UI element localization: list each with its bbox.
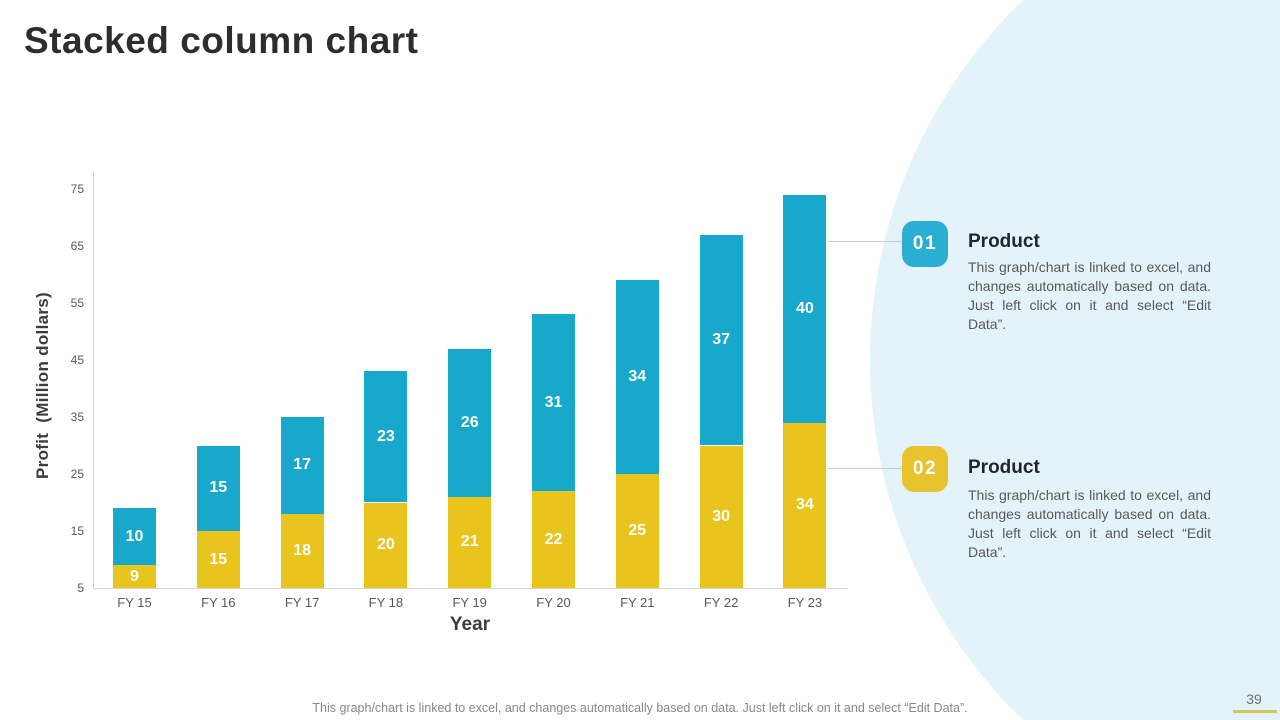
y-axis-tick-label: 35 bbox=[70, 410, 84, 424]
x-axis-tick-label: FY 18 bbox=[368, 595, 404, 610]
bar-value-label: 18 bbox=[293, 541, 311, 559]
bar-segment-fy-19-top[interactable] bbox=[448, 348, 492, 497]
y-axis-line bbox=[93, 172, 94, 588]
x-axis-tick-label: FY 20 bbox=[536, 595, 571, 610]
page-number-underline bbox=[1233, 710, 1277, 713]
x-axis-tick-label: FY 19 bbox=[452, 595, 487, 610]
x-axis-title: Year bbox=[449, 614, 491, 635]
bar-value-label: 30 bbox=[712, 507, 730, 525]
y-axis-tick-label: 75 bbox=[70, 182, 84, 196]
bar-segment-fy-22-bottom[interactable] bbox=[699, 445, 743, 588]
callout-02-leader-line bbox=[828, 468, 903, 469]
bar-value-label: 20 bbox=[376, 536, 395, 554]
bar-value-label: 34 bbox=[628, 368, 647, 386]
x-axis-tick-label: FY 15 bbox=[117, 595, 152, 610]
background-circle bbox=[870, 0, 1280, 720]
callout-01-leader-line bbox=[828, 241, 903, 242]
y-axis-tick-label: 25 bbox=[70, 467, 84, 481]
bar-segment-fy-21-top[interactable] bbox=[615, 280, 659, 474]
bar-segment-fy-15-top[interactable] bbox=[113, 508, 156, 566]
bar-segment-fy-23-top[interactable] bbox=[783, 194, 827, 423]
bar-value-label: 9 bbox=[130, 567, 139, 585]
callout-01-heading: Product bbox=[968, 231, 1040, 252]
callout-01-badge: 01 bbox=[902, 221, 948, 267]
y-axis-tick-label: 45 bbox=[70, 353, 84, 367]
bar-value-label: 21 bbox=[460, 533, 479, 551]
bar-value-label: 10 bbox=[125, 527, 144, 545]
page-number: 39 bbox=[1246, 691, 1262, 707]
y-axis-tick-label: 15 bbox=[70, 524, 84, 538]
y-axis-tick-label: 65 bbox=[70, 239, 84, 253]
callout-02-description: This graph/chart is linked to excel, and… bbox=[968, 487, 1211, 560]
x-axis-line bbox=[93, 588, 848, 589]
bar-value-label: 15 bbox=[209, 479, 228, 497]
x-axis-tick-label: FY 17 bbox=[284, 595, 320, 610]
bar-segment-fy-19-bottom[interactable] bbox=[448, 496, 492, 588]
bar-segment-fy-18-top[interactable] bbox=[364, 371, 408, 503]
x-axis-tick-label: FY 16 bbox=[201, 595, 236, 610]
bar-value-label: 31 bbox=[544, 393, 563, 411]
bar-value-label: 23 bbox=[376, 427, 395, 445]
bar-value-label: 25 bbox=[628, 522, 647, 539]
slide-title: Stacked column chart bbox=[24, 20, 419, 61]
x-axis-tick-label: FY 23 bbox=[787, 595, 823, 610]
bar-value-label: 34 bbox=[795, 496, 814, 514]
bar-segment-fy-16-top[interactable] bbox=[196, 445, 240, 531]
bar-segment-fy-21-bottom[interactable] bbox=[615, 474, 659, 588]
x-axis-tick-label: FY 21 bbox=[620, 595, 655, 610]
bar-segment-fy-15-bottom[interactable] bbox=[113, 565, 156, 588]
bar-segment-fy-16-bottom[interactable] bbox=[196, 531, 240, 588]
bar-value-label: 37 bbox=[712, 331, 730, 349]
bar-segment-fy-20-top[interactable] bbox=[532, 314, 575, 492]
footer-note: This graph/chart is linked to excel, and… bbox=[312, 701, 968, 715]
bar-value-label: 22 bbox=[544, 530, 563, 548]
bar-value-label: 40 bbox=[795, 299, 814, 317]
bar-segment-fy-23-bottom[interactable] bbox=[783, 422, 827, 588]
callout-01-description: This graph/chart is linked to excel, and… bbox=[968, 259, 1211, 332]
bar-value-label: 26 bbox=[460, 413, 479, 431]
x-axis-tick-label: FY 22 bbox=[703, 595, 739, 610]
y-axis-tick-label: 5 bbox=[77, 581, 84, 595]
bar-segment-fy-17-top[interactable] bbox=[280, 417, 324, 514]
callout-02-heading: Product bbox=[968, 457, 1040, 478]
bar-segment-fy-20-bottom[interactable] bbox=[532, 491, 575, 588]
bar-segment-fy-22-top[interactable] bbox=[699, 234, 743, 446]
bar-segment-fy-18-bottom[interactable] bbox=[364, 502, 408, 588]
bar-value-label: 15 bbox=[209, 550, 228, 568]
y-axis-tick-label: 55 bbox=[70, 296, 84, 310]
bar-segment-fy-17-bottom[interactable] bbox=[280, 513, 324, 588]
bar-value-label: 17 bbox=[293, 456, 311, 474]
callout-02-badge: 02 bbox=[902, 446, 948, 492]
